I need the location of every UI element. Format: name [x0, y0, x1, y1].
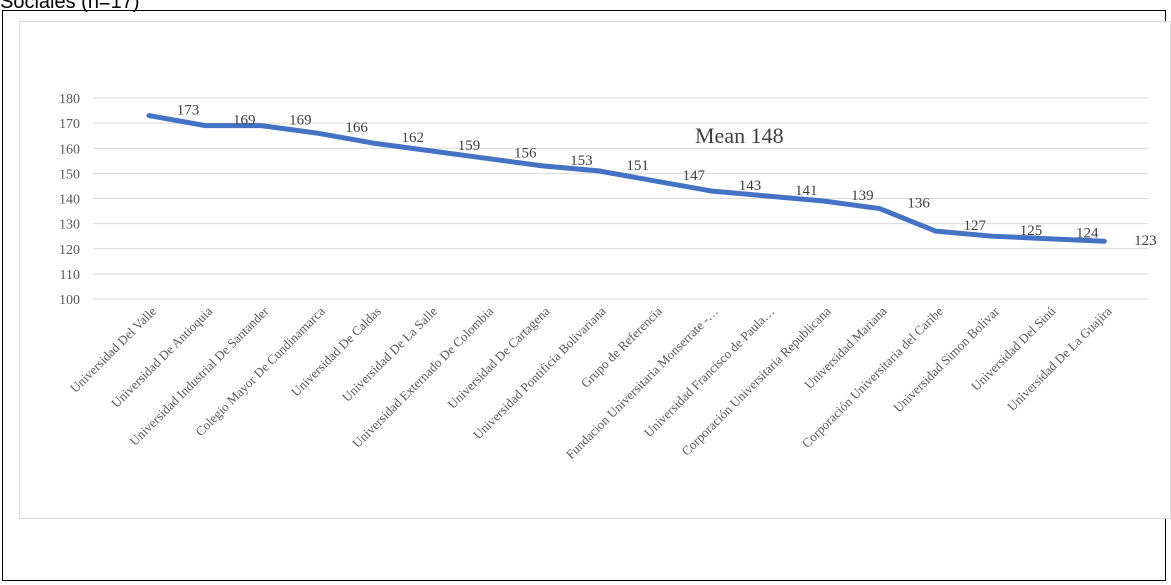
- x-category-label: Universidad De Antioquia: [108, 303, 215, 410]
- y-tick-label: 160: [59, 142, 80, 157]
- data-label: 125: [1020, 223, 1043, 239]
- data-label: 159: [458, 138, 481, 154]
- data-label: 141: [795, 183, 818, 199]
- x-category-label: Universidad Simon Bolivar: [890, 303, 1002, 415]
- chart-frame: [19, 21, 1171, 519]
- data-label: 173: [177, 103, 200, 119]
- data-label: 143: [739, 178, 762, 194]
- data-label: 166: [345, 120, 368, 136]
- y-tick-label: 170: [59, 117, 80, 132]
- data-label: 169: [289, 113, 312, 129]
- mean-annotation: Mean 148: [695, 123, 784, 148]
- y-tick-label: 180: [59, 92, 80, 107]
- series-line-path: [146, 113, 1107, 244]
- data-label: 124: [1076, 226, 1099, 242]
- data-label: 127: [964, 218, 987, 234]
- data-label: 169: [233, 113, 256, 129]
- y-tick-label: 110: [60, 268, 80, 283]
- y-tick-label: 150: [59, 167, 80, 182]
- data-label: 147: [683, 168, 706, 184]
- data-label: 153: [570, 153, 593, 169]
- data-label: 156: [514, 145, 537, 161]
- data-label: 151: [626, 158, 649, 174]
- chart-heading: Sociales (n=17): [0, 0, 140, 13]
- x-category-label: Universidad De Cartagena: [444, 303, 552, 411]
- y-axis-ticks: 100 110 120 130 140 150 160 170 180: [59, 92, 80, 308]
- y-tick-label: 120: [59, 243, 80, 258]
- x-category-label: Universidad De La Guajira: [1004, 303, 1115, 414]
- y-tick-label: 140: [59, 193, 80, 208]
- data-label: 123: [1134, 233, 1157, 249]
- x-category-label: Universidad De La Salle: [339, 303, 440, 404]
- y-tick-label: 130: [59, 218, 80, 233]
- series-line: [146, 113, 1107, 244]
- data-label: 162: [402, 130, 425, 146]
- data-label: 136: [907, 196, 930, 212]
- data-labels: 173 169 169 166 162 159 156 153 151 147 143 141 139 1…: [177, 103, 1157, 250]
- y-tick-label: 100: [59, 293, 80, 308]
- data-label: 139: [851, 188, 874, 204]
